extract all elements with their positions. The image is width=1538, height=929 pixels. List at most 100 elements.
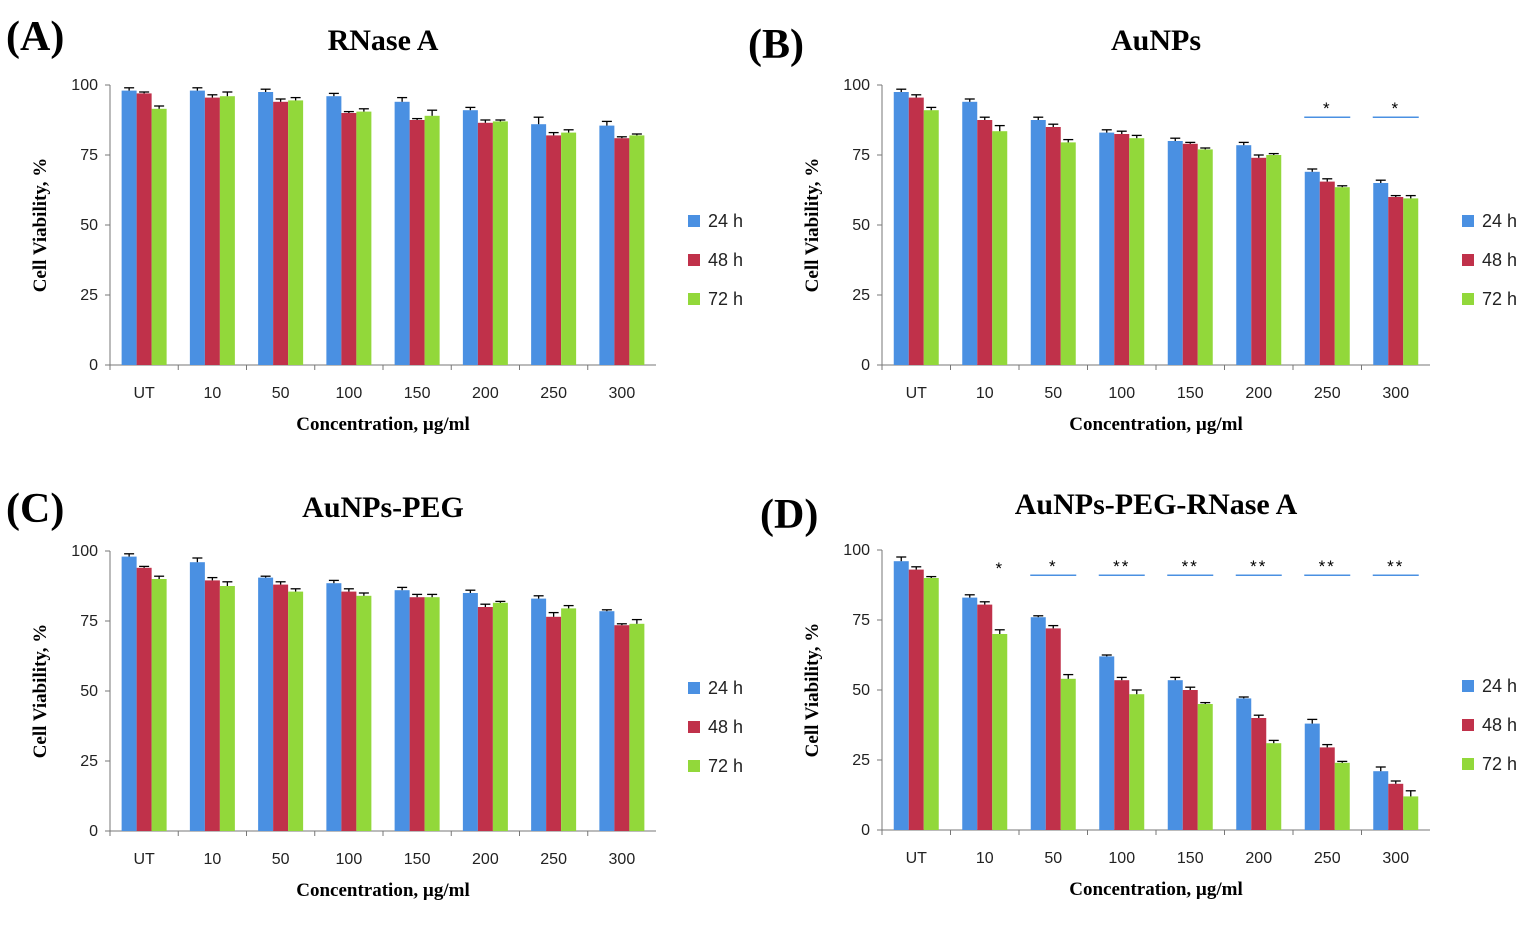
legend-label: 48 h <box>1482 250 1517 270</box>
bar-48h <box>1251 157 1267 365</box>
panel-label: (D) <box>760 492 818 538</box>
bar-72h <box>1197 704 1213 830</box>
legend-swatch-24h <box>1462 215 1474 227</box>
x-tick-label: 100 <box>336 851 363 868</box>
bar-48h <box>908 97 924 365</box>
x-tick-label: 200 <box>1245 850 1272 867</box>
legend-swatch-48h <box>1462 254 1474 266</box>
panel-label: (B) <box>748 22 804 68</box>
bar-48h <box>477 607 493 831</box>
bar-24h <box>531 598 547 831</box>
legend-swatch-72h <box>688 760 700 772</box>
legend-label: 48 h <box>708 717 743 737</box>
y-tick-label: 75 <box>80 147 98 164</box>
bar-72h <box>1403 198 1419 365</box>
bar-24h <box>121 556 137 831</box>
bar-48h <box>1319 181 1335 365</box>
bar-24h <box>326 583 342 831</box>
x-tick-label: UT <box>133 851 155 868</box>
y-tick-label: 100 <box>71 77 98 94</box>
y-tick-label: 50 <box>852 682 870 699</box>
bar-72h <box>492 121 508 366</box>
bar-72h <box>151 108 167 366</box>
y-tick-label: 75 <box>852 147 870 164</box>
x-tick-label: 50 <box>1044 385 1062 402</box>
x-axis-title: Concentration, µg/ml <box>296 880 470 901</box>
bar-48h <box>614 625 630 831</box>
chart-title: AuNPs-PEG <box>302 491 464 524</box>
y-tick-label: 0 <box>89 823 98 840</box>
panel-label: (A) <box>6 14 64 60</box>
bar-24h <box>1167 141 1183 365</box>
x-axis-title: Concentration, µg/ml <box>1069 414 1243 435</box>
bar-48h <box>1182 143 1198 365</box>
legend-swatch-48h <box>1462 719 1474 731</box>
x-tick-label: 200 <box>1245 385 1272 402</box>
bar-72h <box>356 595 372 831</box>
legend-label: 48 h <box>708 250 743 270</box>
significance-star: * <box>1049 557 1058 576</box>
bar-72h <box>1060 142 1076 365</box>
y-tick-label: 25 <box>80 287 98 304</box>
y-tick-label: 25 <box>80 753 98 770</box>
significance-star: ** <box>1319 557 1336 576</box>
bar-48h <box>1045 628 1061 830</box>
x-tick-label: 150 <box>1177 850 1204 867</box>
bar-24h <box>1373 771 1389 830</box>
legend-label: 48 h <box>1482 715 1517 735</box>
bar-72h <box>992 634 1008 830</box>
x-tick-label: UT <box>906 850 928 867</box>
y-tick-label: 75 <box>852 612 870 629</box>
bar-24h <box>1373 183 1389 365</box>
bar-24h <box>893 561 909 830</box>
x-axis-title: Concentration, µg/ml <box>1069 879 1243 900</box>
y-axis-title: Cell Viability, % <box>30 624 51 759</box>
x-tick-label: 100 <box>1108 850 1135 867</box>
x-tick-label: 250 <box>1314 385 1341 402</box>
bar-48h <box>341 113 357 365</box>
chart-title: RNase A <box>328 24 439 57</box>
legend-label: 72 h <box>708 289 743 309</box>
x-tick-label: 10 <box>976 850 994 867</box>
chart-title: AuNPs-PEG-RNase A <box>1015 488 1298 521</box>
x-tick-label: UT <box>133 385 155 402</box>
y-tick-label: 100 <box>71 543 98 560</box>
bar-72h <box>424 597 440 831</box>
x-tick-label: 150 <box>404 385 431 402</box>
x-tick-label: 300 <box>1382 385 1409 402</box>
bar-24h <box>1236 145 1252 365</box>
legend-swatch-72h <box>1462 758 1474 770</box>
bar-72h <box>629 135 645 365</box>
bar-24h <box>1236 698 1252 830</box>
bar-72h <box>1334 187 1350 365</box>
bar-72h <box>151 579 167 831</box>
legend-label: 72 h <box>708 756 743 776</box>
significance-star: ** <box>1113 557 1130 576</box>
bar-72h <box>288 100 304 366</box>
bar-24h <box>1099 656 1115 830</box>
bar-24h <box>893 92 909 365</box>
chart-panel-d: (D) AuNPs-PEG-RNase A 0 25 50 75 100 Cell Viabi… <box>760 488 1517 900</box>
y-tick-label: 0 <box>89 357 98 374</box>
bar-72h <box>492 602 508 831</box>
x-tick-label: 50 <box>1044 850 1062 867</box>
bar-72h <box>1266 155 1282 365</box>
bar-72h <box>561 608 577 831</box>
bar-24h <box>326 96 342 365</box>
bar-48h <box>546 616 562 831</box>
bar-72h <box>356 111 372 365</box>
x-tick-label: 100 <box>336 385 363 402</box>
bar-72h <box>629 623 645 831</box>
bar-24h <box>1304 723 1320 830</box>
chart-panel-b: (B) AuNPs 0 25 50 75 100 Cell Viability, % Conce… <box>748 22 1517 435</box>
bar-72h <box>923 578 939 830</box>
bar-48h <box>614 138 630 365</box>
bar-72h <box>1060 678 1076 830</box>
bar-48h <box>273 584 289 831</box>
bar-72h <box>1197 149 1213 365</box>
bar-48h <box>1319 747 1335 830</box>
bar-72h <box>1266 743 1282 830</box>
significance-star: * <box>1323 99 1332 118</box>
y-tick-label: 50 <box>852 217 870 234</box>
chart-panel-c: (C) AuNPs-PEG 0 25 50 75 100 Cell Viability, % C… <box>6 486 743 901</box>
